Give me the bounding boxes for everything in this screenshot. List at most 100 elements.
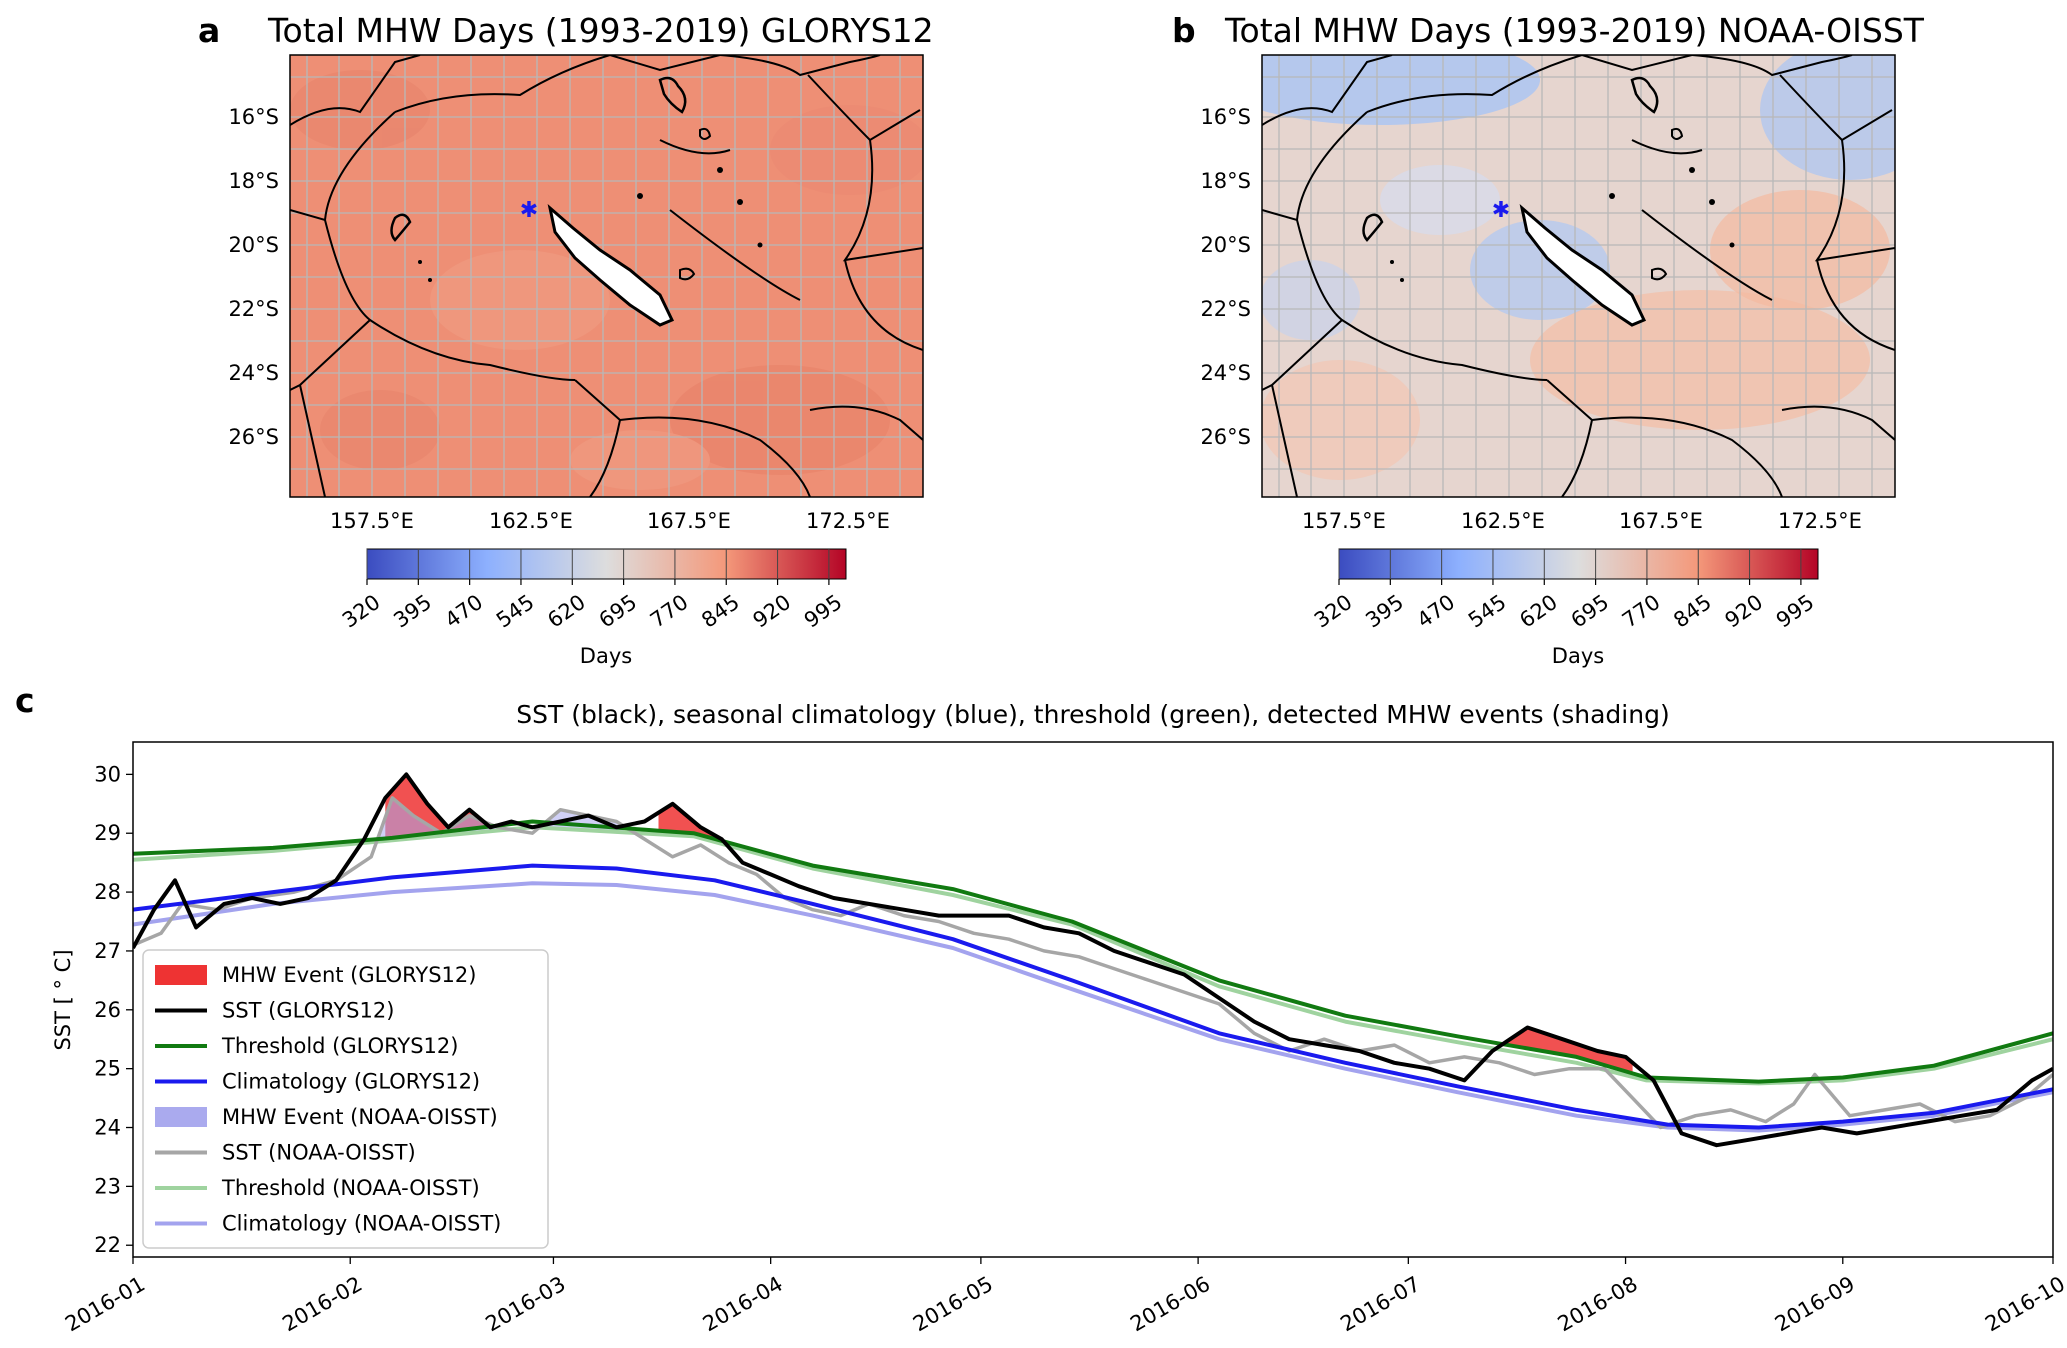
series-line-climatology-glorys12 bbox=[133, 863, 2053, 1130]
panel-b-lat-label: 16°S bbox=[1200, 105, 1251, 129]
panel-a-lon-label: 157.5°E bbox=[330, 509, 414, 533]
panel-a-islands bbox=[390, 76, 763, 327]
y-tick-label: 22 bbox=[94, 1233, 121, 1257]
panel-b-lon-label: 167.5°E bbox=[1619, 509, 1703, 533]
colorbar-tick-label: 395 bbox=[1361, 590, 1408, 633]
colorbar-tick-label: 620 bbox=[1515, 590, 1562, 633]
x-tick-label: 2016-03 bbox=[482, 1272, 570, 1337]
legend-label: MHW Event (GLORYS12) bbox=[222, 963, 476, 987]
legend-label: MHW Event (NOAA-OISST) bbox=[222, 1105, 498, 1129]
panel-b-lat-axis: 16°S 18°S 20°S 22°S 24°S 26°S bbox=[1200, 105, 1251, 449]
colorbar-tick-label: 995 bbox=[800, 590, 847, 633]
panel-a-lat-label: 22°S bbox=[228, 297, 279, 321]
panel-c-legend: MHW Event (GLORYS12) SST (GLORYS12) Thresh… bbox=[142, 949, 549, 1249]
panel-b-letter: b bbox=[1172, 11, 1196, 50]
colorbar-tick-label: 845 bbox=[697, 590, 744, 633]
panel-a-lon-label: 172.5°E bbox=[806, 509, 890, 533]
panel-a-colorbar-label: Days bbox=[580, 644, 632, 668]
panel-b-lat-label: 22°S bbox=[1200, 297, 1251, 321]
panel-b-islands bbox=[1362, 76, 1735, 327]
panel-b-colorbar bbox=[1338, 548, 1819, 580]
series-line-threshold-noaa-oisst bbox=[133, 825, 2053, 1086]
panel-a-boundaries bbox=[290, 55, 923, 497]
panel-b-lat-label: 20°S bbox=[1200, 233, 1251, 257]
panel-a-lon-label: 162.5°E bbox=[489, 509, 573, 533]
panel-c-title: SST (black), seasonal climatology (blue)… bbox=[516, 700, 1669, 729]
panel-b-lon-label: 157.5°E bbox=[1302, 509, 1386, 533]
panel-c-ylabel: SST [ ° C] bbox=[51, 949, 75, 1050]
panel-a-lat-label: 20°S bbox=[228, 233, 279, 257]
panel-b-lat-label: 18°S bbox=[1200, 169, 1251, 193]
colorbar-tick-label: 620 bbox=[543, 590, 590, 633]
x-tick-label: 2016-10 bbox=[1981, 1272, 2067, 1337]
series-line-threshold-glorys12 bbox=[133, 819, 2053, 1084]
panel-b-lat-label: 26°S bbox=[1200, 425, 1251, 449]
colorbar-tick-label: 395 bbox=[389, 590, 436, 633]
y-tick-label: 28 bbox=[94, 880, 121, 904]
colorbar-tick-label: 920 bbox=[749, 590, 796, 633]
colorbar-tick-label: 470 bbox=[1413, 590, 1460, 633]
colorbar-tick-label: 320 bbox=[1310, 590, 1357, 633]
y-tick-label: 25 bbox=[94, 1057, 121, 1081]
panel-c-letter: c bbox=[15, 681, 35, 720]
x-tick-label: 2016-02 bbox=[278, 1272, 366, 1337]
panel-b-title: Total MHW Days (1993-2019) NOAA-OISST bbox=[1224, 11, 1925, 50]
panel-b-grid bbox=[1262, 55, 1895, 497]
panel-a-site-marker-icon: ✱ bbox=[520, 198, 538, 223]
colorbar-tick-label: 695 bbox=[595, 590, 642, 633]
panel-b-lon-label: 172.5°E bbox=[1778, 509, 1862, 533]
colorbar-tick-label: 695 bbox=[1567, 590, 1614, 633]
panel-c-series bbox=[133, 772, 2053, 1148]
legend-box bbox=[142, 949, 549, 1249]
panel-a-lat-axis: 16°S 18°S 20°S 22°S 24°S 26°S bbox=[228, 105, 279, 449]
colorbar-tick-label: 320 bbox=[338, 590, 385, 633]
mhw-event-shade bbox=[364, 797, 624, 843]
panel-a-lat-label: 16°S bbox=[228, 105, 279, 129]
panel-a-colorbar bbox=[366, 548, 847, 580]
y-tick-label: 27 bbox=[94, 939, 121, 963]
panel-c-frame bbox=[132, 741, 2054, 1258]
legend-label: Climatology (NOAA-OISST) bbox=[222, 1212, 501, 1236]
x-tick-label: 2016-06 bbox=[1126, 1272, 1214, 1337]
colorbar-tick-label: 545 bbox=[492, 590, 539, 633]
panel-b-lon-label: 162.5°E bbox=[1461, 509, 1545, 533]
series-line-sst-glorys12 bbox=[133, 772, 2053, 1148]
panel-b-colorbar-label: Days bbox=[1552, 644, 1604, 668]
legend-label: SST (GLORYS12) bbox=[222, 999, 394, 1023]
panel-a-frame bbox=[289, 54, 924, 498]
legend-label: SST (NOAA-OISST) bbox=[222, 1141, 416, 1165]
panel-a-title: Total MHW Days (1993-2019) GLORYS12 bbox=[267, 11, 934, 50]
y-tick-label: 24 bbox=[94, 1116, 121, 1140]
panel-a: a Total MHW Days (1993-2019) GLORYS12 bbox=[198, 11, 934, 668]
legend-label: Climatology (GLORYS12) bbox=[222, 1070, 480, 1094]
panel-a-letter: a bbox=[198, 11, 220, 50]
y-tick-label: 30 bbox=[94, 762, 121, 786]
x-tick-label: 2016-04 bbox=[699, 1272, 787, 1337]
panel-a-grid bbox=[290, 55, 923, 497]
y-tick-label: 29 bbox=[94, 821, 121, 845]
colorbar-tick-label: 470 bbox=[441, 590, 488, 633]
legend-label: Threshold (GLORYS12) bbox=[221, 1034, 458, 1058]
legend-swatch bbox=[155, 965, 207, 985]
colorbar-tick-label: 845 bbox=[1669, 590, 1716, 633]
y-tick-label: 23 bbox=[94, 1174, 121, 1198]
legend-items: MHW Event (GLORYS12) SST (GLORYS12) Thresh… bbox=[155, 963, 501, 1236]
panel-a-lat-label: 26°S bbox=[228, 425, 279, 449]
panel-b-map: ✱ bbox=[1262, 55, 1895, 497]
panel-a-lat-label: 18°S bbox=[228, 169, 279, 193]
series-line-climatology-noaa-oisst bbox=[133, 881, 2053, 1133]
panel-b-lon-axis: 157.5°E 162.5°E 167.5°E 172.5°E bbox=[1302, 509, 1862, 533]
panel-a-lat-label: 24°S bbox=[228, 361, 279, 385]
panel-a-texture bbox=[290, 70, 923, 490]
y-tick-label: 26 bbox=[94, 998, 121, 1022]
colorbar-tick-label: 770 bbox=[1618, 590, 1665, 633]
x-tick-label: 2016-08 bbox=[1554, 1272, 1642, 1337]
panel-b-frame bbox=[1261, 54, 1896, 498]
x-tick-label: 2016-01 bbox=[61, 1272, 149, 1337]
panel-a-lon-axis: 157.5°E 162.5°E 167.5°E 172.5°E bbox=[330, 509, 890, 533]
panel-b: b Total MHW Days (1993-2019) NOAA-OISST bbox=[1172, 11, 1925, 668]
panel-b-site-marker-icon: ✱ bbox=[1492, 198, 1510, 223]
x-tick-label: 2016-09 bbox=[1771, 1272, 1859, 1337]
legend-swatch bbox=[155, 1107, 207, 1127]
x-tick-label: 2016-07 bbox=[1336, 1272, 1424, 1337]
